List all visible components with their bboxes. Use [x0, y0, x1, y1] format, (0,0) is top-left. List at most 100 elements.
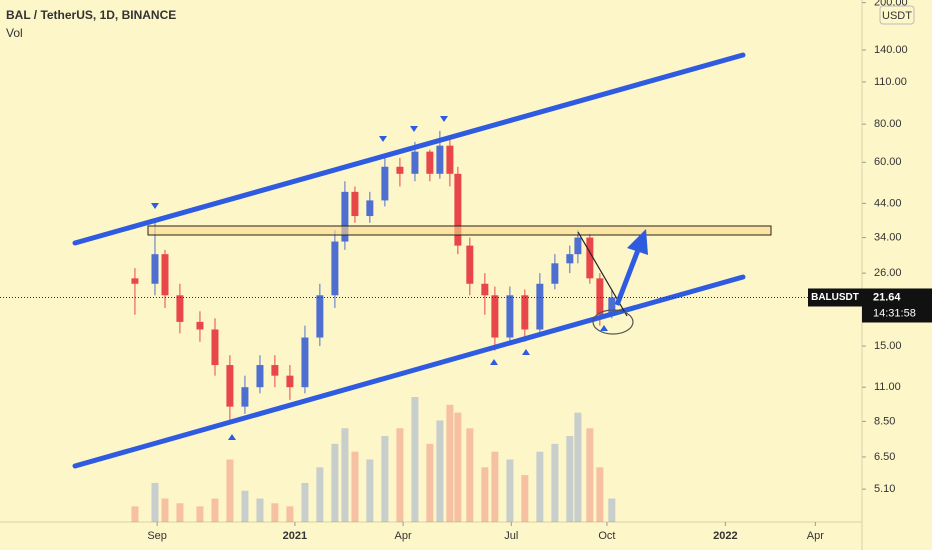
currency-box[interactable]: [879, 5, 915, 25]
candle-body: [396, 166, 404, 174]
volume-bar: [151, 482, 159, 522]
highlight-ellipse: [592, 309, 634, 335]
candle-body: [381, 166, 389, 201]
volume-bar: [506, 459, 514, 522]
y-tick-label: 26.00: [874, 267, 902, 279]
candle-body: [521, 295, 529, 330]
candle-body: [331, 241, 339, 296]
volume-bar: [566, 436, 574, 522]
y-tick-label: 6.50: [874, 451, 895, 463]
volume-bar: [176, 503, 184, 522]
y-tick-label: 8.50: [874, 415, 895, 427]
candle-body: [131, 278, 139, 284]
symbol-box: [808, 288, 862, 307]
candle-body: [341, 191, 349, 242]
candle-body: [481, 283, 489, 296]
volume-bar: [271, 503, 279, 522]
y-tick-label: 44.00: [874, 197, 902, 209]
candle-body: [256, 365, 264, 388]
candle-body: [286, 375, 294, 388]
volume-bar: [211, 498, 219, 522]
x-tick-label: Jul: [504, 530, 518, 542]
volume-bar: [301, 482, 309, 522]
candle-body: [301, 337, 309, 388]
candle-body: [551, 263, 559, 284]
candle-body: [271, 365, 279, 376]
candle-body: [506, 295, 514, 338]
candle-body: [454, 173, 462, 246]
volume-bar: [586, 428, 594, 522]
lower-channel-line: [72, 274, 746, 469]
volume-bar: [481, 467, 489, 522]
candle-body: [316, 295, 324, 338]
volume-bar: [608, 498, 616, 522]
volume-bar: [241, 490, 249, 522]
candle-body: [466, 245, 474, 284]
projection-arrow-shaft: [614, 249, 641, 306]
x-tick-label: Oct: [598, 530, 615, 542]
volume-bar: [574, 412, 582, 522]
candle-body: [574, 237, 582, 255]
volume-bar: [331, 443, 339, 522]
y-tick-label: 60.00: [874, 156, 902, 168]
volume-bar: [521, 475, 529, 522]
candle-body: [536, 283, 544, 330]
volume-bar: [256, 498, 264, 522]
up-arrow: [600, 325, 608, 331]
y-tick-label: 110.00: [874, 76, 907, 88]
up-arrow: [228, 434, 236, 440]
candle-body: [351, 191, 359, 217]
price-label: 21.64: [873, 291, 901, 303]
candle-body: [176, 295, 184, 322]
up-markers: [228, 325, 608, 440]
candle-body: [241, 387, 249, 407]
down-arrow: [410, 126, 418, 132]
candle-body: [566, 254, 574, 264]
y-tick-label: 80.00: [874, 118, 902, 130]
volume-bar: [226, 459, 234, 522]
volume-bar: [411, 397, 419, 522]
y-tick-label: 200.00: [874, 0, 908, 9]
candle-body: [491, 295, 499, 338]
x-tick-label: Apr: [395, 530, 412, 542]
drawings: [72, 52, 772, 469]
resistance-zone: [147, 225, 772, 236]
last-price: BALUSDT 21.64 14:31:58: [0, 288, 932, 323]
candle-body: [586, 237, 594, 279]
candle-body: [436, 145, 444, 174]
candle-body: [196, 321, 204, 330]
chart-title: BAL / TetherUS, 1D, BINANCE: [6, 8, 176, 22]
upper-channel-line: [72, 52, 746, 246]
symbol-label: BALUSDT: [811, 292, 859, 303]
volume-bar: [454, 412, 462, 522]
volume-bar: [596, 467, 604, 522]
candle-body: [411, 151, 419, 174]
x-tick-label: Sep: [147, 530, 167, 542]
volume-bar: [366, 459, 374, 522]
volume-bar: [131, 506, 139, 522]
down-arrow: [440, 116, 448, 122]
volume-bar: [161, 498, 169, 522]
volume-bar: [426, 443, 434, 522]
volume-bar: [351, 451, 359, 522]
volume-bar: [341, 428, 349, 522]
down-arrow: [379, 136, 387, 142]
volume-bar: [551, 443, 559, 522]
candle-body: [426, 151, 434, 174]
countdown-label: 14:31:58: [873, 307, 916, 319]
volume-bar: [491, 451, 499, 522]
volume-bar: [396, 428, 404, 522]
currency: USDT: [882, 10, 912, 22]
volume-label: Vol: [6, 26, 23, 40]
axes: 200.00 140.00 110.00 80.00 60.00 44.00 34.00 26…: [147, 0, 907, 542]
candle-body: [161, 254, 169, 296]
volume-bar: [316, 467, 324, 522]
volume-bar: [436, 420, 444, 522]
x-tick-label: 2022: [713, 530, 737, 542]
y-tick-label: 34.00: [874, 231, 902, 243]
down-markers: [151, 116, 448, 209]
candle-body: [151, 254, 159, 284]
volume-bar: [446, 404, 454, 522]
